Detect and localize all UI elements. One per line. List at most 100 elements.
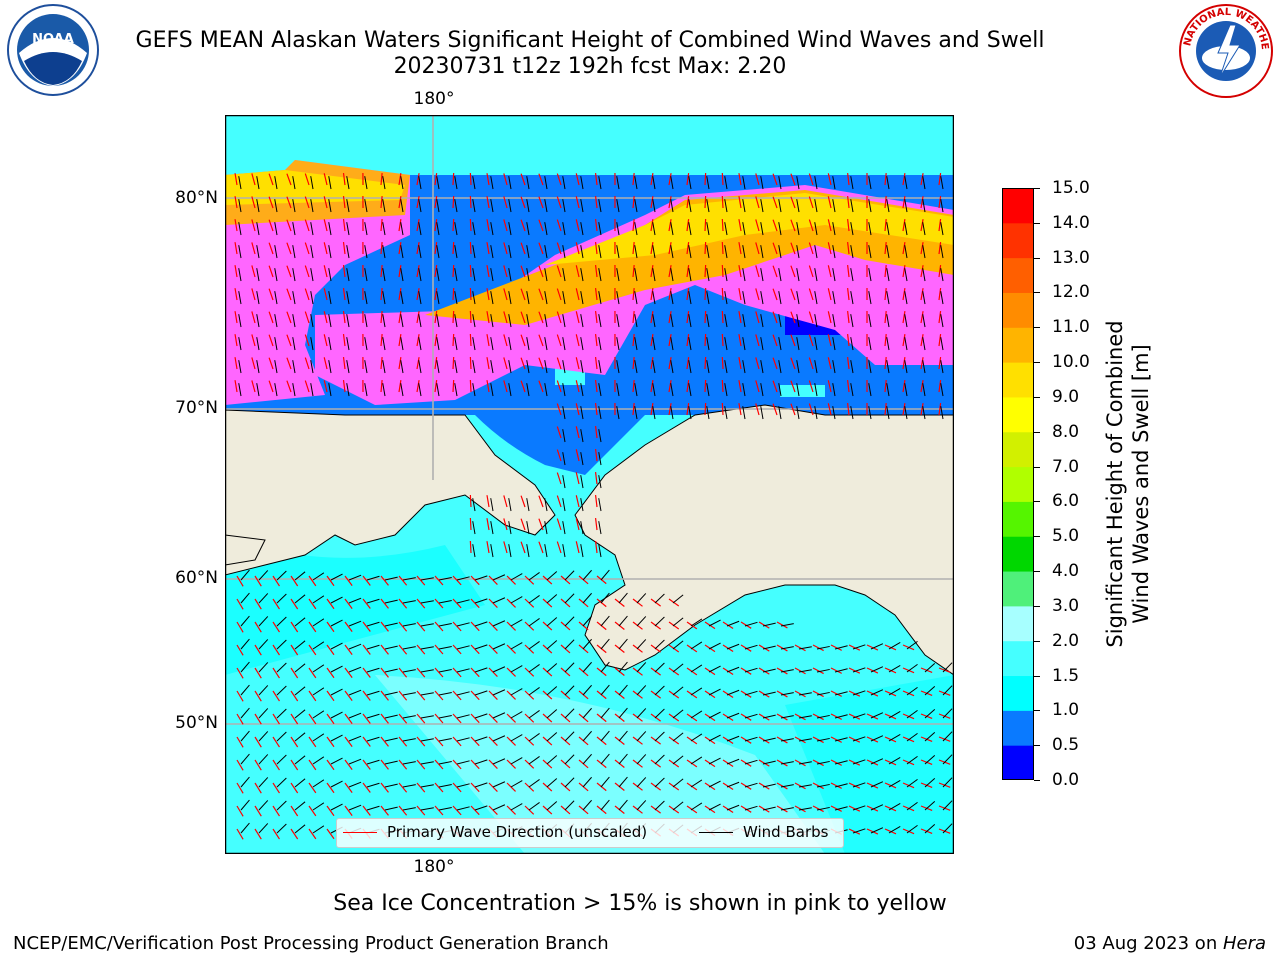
wind-barb	[510, 642, 523, 650]
wind-barb	[598, 245, 602, 259]
wind-barb	[726, 781, 740, 788]
colorbar-tick-label: 13.0	[1052, 247, 1090, 268]
wind-barb	[582, 707, 592, 719]
wave-direction-arrow	[326, 805, 335, 817]
wind-barb	[598, 199, 602, 213]
wind-barb	[652, 245, 656, 259]
wave-direction-arrow	[808, 288, 814, 301]
wave-direction-arrow	[434, 357, 438, 370]
wind-barb	[778, 406, 782, 420]
wave-direction-arrow	[884, 690, 897, 697]
wave-direction-arrow	[704, 333, 707, 347]
wave-direction-arrow	[538, 357, 544, 370]
wind-barb	[762, 783, 776, 788]
wind-barb	[906, 801, 918, 811]
wind-barb	[510, 573, 523, 581]
wave-direction-arrow	[323, 380, 328, 393]
wind-barb	[346, 176, 350, 190]
wind-barb	[850, 222, 854, 236]
wave-direction-arrow	[486, 357, 490, 370]
wind-barb	[598, 360, 602, 374]
wind-barb	[724, 337, 728, 351]
wave-direction-arrow	[847, 242, 850, 255]
wind-barb	[420, 784, 434, 788]
wind-barb	[762, 645, 776, 650]
wind-barb	[258, 616, 269, 627]
wind-barb	[456, 691, 470, 696]
wave-direction-arrow	[538, 242, 544, 255]
wave-direction-arrow	[434, 598, 444, 609]
wave-direction-arrow	[380, 667, 389, 678]
wave-direction-arrow	[290, 805, 299, 817]
wind-barb	[492, 574, 506, 581]
wave-direction-arrow	[308, 690, 317, 702]
wave-direction-arrow	[594, 219, 598, 232]
wind-barb	[510, 688, 523, 696]
wind-barb	[850, 360, 854, 374]
wave-direction-arrow	[286, 219, 292, 232]
wind-barb	[870, 781, 884, 788]
wave-direction-arrow	[556, 334, 562, 347]
wind-barb	[708, 688, 721, 696]
wave-direction-arrow	[323, 196, 328, 209]
wind-barb	[526, 245, 530, 259]
wind-barb	[708, 757, 721, 765]
wind-barb	[238, 268, 242, 282]
wind-barb	[816, 783, 830, 788]
wave-direction-arrow	[362, 713, 371, 724]
wind-barb	[706, 176, 710, 190]
wind-barb	[544, 314, 548, 328]
wave-direction-arrow	[286, 288, 292, 301]
wave-direction-arrow	[254, 736, 262, 748]
wave-direction-arrow	[594, 196, 598, 209]
noaa-logo-icon: NOAA	[7, 4, 99, 96]
wind-barb	[562, 176, 566, 190]
wind-barb	[400, 245, 404, 259]
wind-barb	[672, 663, 684, 673]
wave-direction-arrow	[272, 828, 280, 840]
wave-direction-arrow	[304, 173, 310, 186]
wind-barb	[508, 245, 512, 259]
wind-barb	[562, 498, 566, 512]
colorbar-box	[1002, 257, 1034, 293]
wind-barb	[742, 314, 746, 328]
wind-barb	[276, 800, 287, 811]
wave-direction-arrow	[486, 380, 490, 393]
wind-barb	[528, 687, 540, 696]
wind-barb	[528, 756, 540, 765]
wind-barb	[564, 685, 575, 696]
wave-direction-arrow	[668, 242, 672, 255]
wind-barb	[526, 337, 530, 351]
wave-direction-arrow	[342, 242, 346, 255]
wind-barb	[850, 245, 854, 259]
wave-direction-arrow	[758, 759, 770, 767]
wave-direction-arrow	[290, 736, 299, 748]
wind-barb	[492, 643, 506, 650]
wave-direction-arrow	[594, 242, 598, 255]
wind-barb	[580, 360, 584, 374]
wind-barb	[364, 383, 368, 397]
wave-direction-arrow	[772, 288, 778, 301]
wave-direction-arrow	[251, 196, 256, 209]
wind-barb	[438, 599, 452, 604]
wave-direction-arrow	[326, 621, 335, 633]
wave-direction-arrow	[686, 288, 690, 301]
wave-direction-arrow	[272, 713, 280, 725]
wind-barb	[652, 176, 656, 190]
wind-barb	[544, 199, 548, 213]
wave-direction-arrow	[416, 334, 420, 347]
colorbar-tick-label: 15.0	[1052, 178, 1090, 198]
wave-direction-arrow	[920, 334, 924, 347]
colorbar-tick-label: 3.0	[1052, 595, 1080, 616]
wind-barb	[616, 406, 620, 420]
wind-barb	[886, 360, 890, 374]
wave-direction-arrow	[827, 403, 832, 416]
wind-barb	[688, 245, 692, 259]
wind-barb	[688, 406, 692, 420]
nws-logo-icon: NATIONAL WEATHER SERVICE	[1178, 3, 1273, 98]
wave-direction-arrow	[772, 334, 778, 347]
wind-barb	[294, 571, 306, 581]
wind-barb	[474, 690, 488, 696]
wind-barb	[634, 314, 638, 328]
wind-barb	[670, 383, 674, 397]
